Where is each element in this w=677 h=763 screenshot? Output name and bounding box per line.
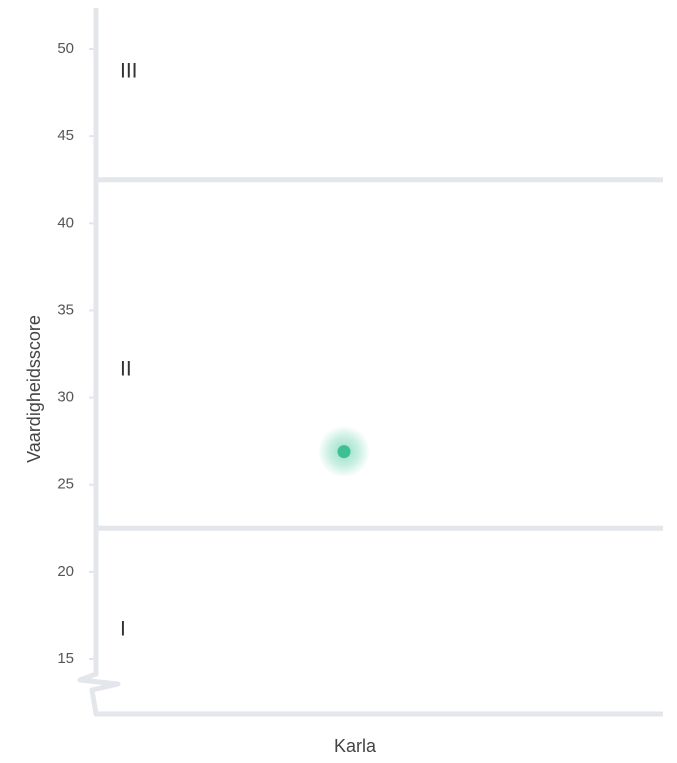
y-tick-label: 35	[57, 301, 74, 318]
y-axis-title: Vaardigheidsscore	[24, 315, 44, 463]
y-tick-label: 20	[57, 563, 74, 580]
x-axis-title: Karla	[334, 736, 377, 756]
tick-layer: 15 20 25 30 35 40 45 50	[57, 40, 94, 667]
band-label-ii: II	[120, 358, 132, 381]
point-layer	[318, 425, 370, 478]
y-axis-line	[77, 8, 121, 715]
data-point[interactable]	[337, 445, 351, 459]
y-tick-label: 30	[57, 389, 74, 406]
y-tick-label: 50	[57, 40, 74, 57]
y-tick-label: 45	[57, 127, 74, 144]
y-tick-label: 15	[57, 650, 74, 667]
axis-layer	[77, 8, 663, 717]
y-tick-label: 40	[57, 214, 74, 231]
band-label-iii: III	[120, 60, 138, 83]
band-label-i: I	[120, 618, 126, 641]
y-tick-label: 25	[57, 476, 74, 493]
